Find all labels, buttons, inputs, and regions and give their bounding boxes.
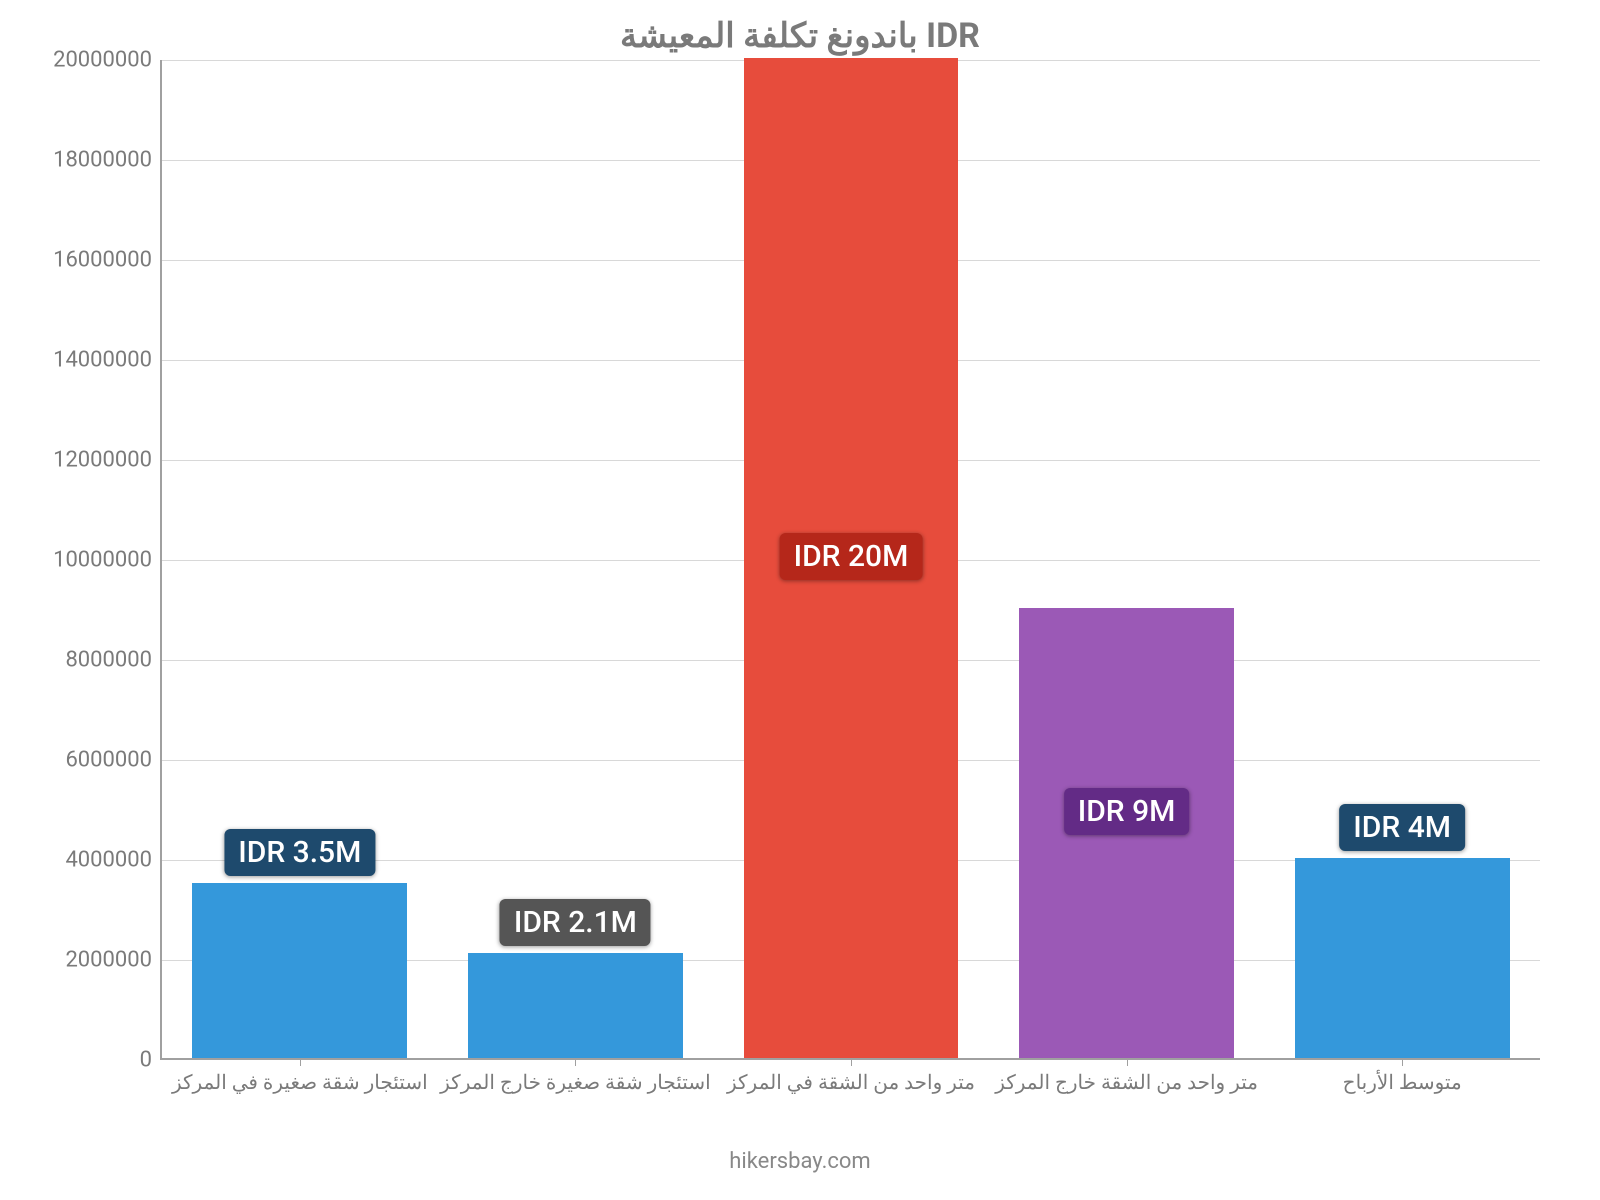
bar-value-badge: IDR 3.5M: [224, 829, 375, 876]
bar: IDR 2.1M: [468, 953, 683, 1058]
x-axis-tick-label: متر واحد من الشقة في المركز: [727, 1070, 975, 1094]
x-axis-tick-label: استئجار شقة صغيرة خارج المركز: [440, 1070, 711, 1094]
y-axis-tick-label: 4000000: [65, 848, 152, 873]
bars-container: IDR 3.5Mاستئجار شقة صغيرة في المركزIDR 2…: [162, 60, 1540, 1058]
chart-title: باندونغ تكلفة المعيشة IDR: [0, 16, 1600, 56]
bar-value-badge: IDR 9M: [1064, 788, 1190, 835]
x-axis-tick-label: استئجار شقة صغيرة في المركز: [172, 1070, 428, 1094]
bar-value-badge: IDR 2.1M: [500, 899, 651, 946]
bar-value-badge: IDR 4M: [1339, 804, 1465, 851]
y-axis-tick-label: 20000000: [53, 48, 152, 73]
y-axis-tick-label: 16000000: [53, 248, 152, 273]
bar: IDR 3.5M: [192, 883, 407, 1058]
x-axis-tick-label: متر واحد من الشقة خارج المركز: [995, 1070, 1258, 1094]
y-axis-tick-label: 0: [140, 1048, 152, 1073]
x-axis-tick-label: متوسط الأرباح: [1343, 1070, 1462, 1094]
y-axis-tick-label: 8000000: [65, 648, 152, 673]
bar: IDR 20M: [744, 58, 959, 1058]
bar-slot: IDR 9Mمتر واحد من الشقة خارج المركز: [989, 60, 1265, 1058]
y-axis-tick-label: 12000000: [53, 448, 152, 473]
y-axis-tick-label: 18000000: [53, 148, 152, 173]
y-axis-tick-label: 10000000: [53, 548, 152, 573]
y-axis-tick-label: 14000000: [53, 348, 152, 373]
y-axis-tick-label: 6000000: [65, 748, 152, 773]
bar-slot: IDR 3.5Mاستئجار شقة صغيرة في المركز: [162, 60, 438, 1058]
y-axis-tick-label: 2000000: [65, 948, 152, 973]
bar-slot: IDR 2.1Mاستئجار شقة صغيرة خارج المركز: [438, 60, 714, 1058]
bar: IDR 4M: [1295, 858, 1510, 1058]
x-axis-tick: [300, 1058, 301, 1066]
plot-area: IDR 3.5Mاستئجار شقة صغيرة في المركزIDR 2…: [160, 60, 1540, 1060]
chart-footer: hikersbay.com: [0, 1149, 1600, 1174]
x-axis-tick: [575, 1058, 576, 1066]
x-axis-tick: [1127, 1058, 1128, 1066]
bar-slot: IDR 4Mمتوسط الأرباح: [1264, 60, 1540, 1058]
bar-value-badge: IDR 20M: [780, 533, 923, 580]
bar-slot: IDR 20Mمتر واحد من الشقة في المركز: [713, 60, 989, 1058]
cost-of-living-chart: باندونغ تكلفة المعيشة IDR IDR 3.5Mاستئجا…: [0, 0, 1600, 1200]
x-axis-tick: [851, 1058, 852, 1066]
x-axis-tick: [1402, 1058, 1403, 1066]
bar: IDR 9M: [1019, 608, 1234, 1058]
